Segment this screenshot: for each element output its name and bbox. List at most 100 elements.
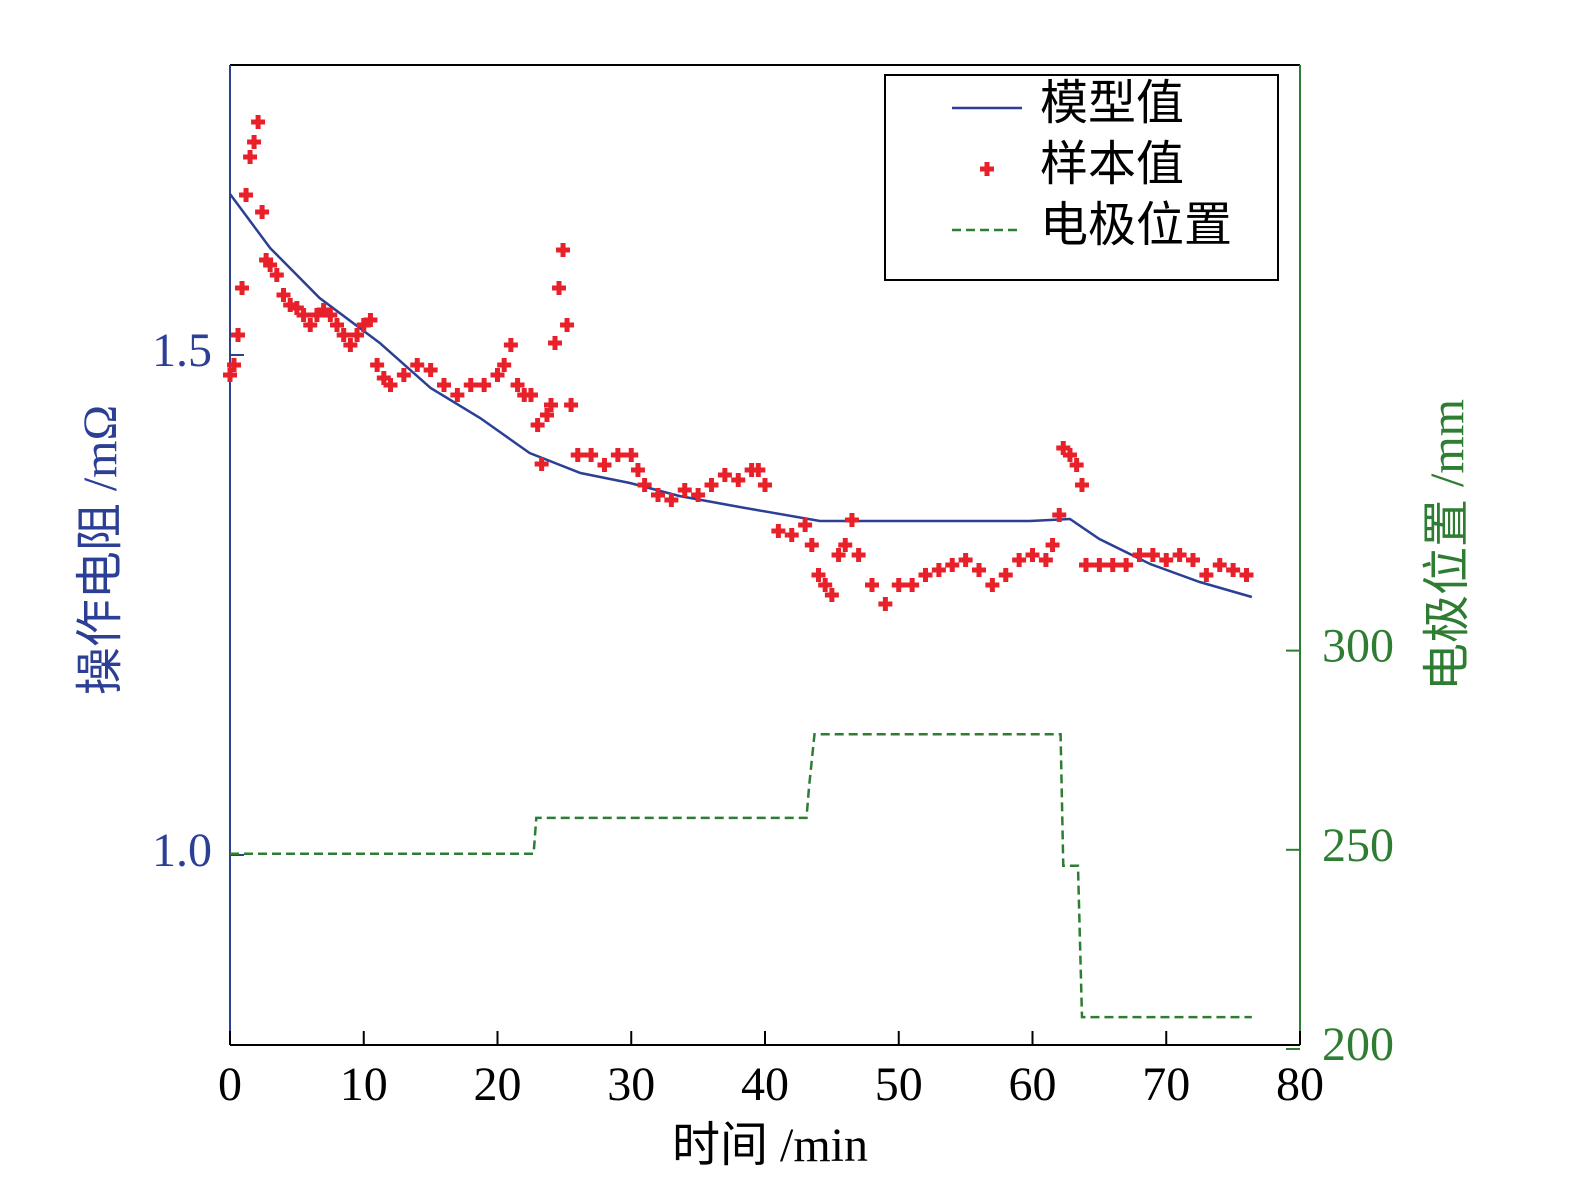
legend-label: 样本值 bbox=[1040, 138, 1184, 191]
scatter-point bbox=[227, 358, 242, 372]
y2-axis-label: 电极位置 /mm bbox=[1421, 399, 1474, 691]
scatter-point bbox=[336, 328, 351, 342]
scatter-point bbox=[523, 388, 538, 402]
scatter-point bbox=[1145, 548, 1160, 562]
scatter-point bbox=[891, 578, 906, 592]
scatter-point bbox=[450, 388, 465, 402]
scatter-point bbox=[758, 478, 772, 492]
scatter-point bbox=[477, 378, 492, 392]
scatter-point bbox=[410, 358, 425, 372]
scatter-point bbox=[1132, 548, 1147, 562]
scatter-point bbox=[323, 308, 338, 322]
scatter-point bbox=[423, 363, 438, 377]
scatter-point bbox=[751, 463, 766, 477]
y-axis-label: 操作电阻 /mΩ bbox=[74, 405, 127, 695]
scatter-point bbox=[651, 488, 665, 502]
y-tick-label: 1.5 bbox=[152, 324, 212, 377]
scatter-point bbox=[844, 513, 859, 527]
x-axis-label: 时间 /min bbox=[672, 1119, 868, 1172]
scatter-point bbox=[383, 378, 398, 392]
scatter-point bbox=[771, 524, 786, 538]
scatter-point bbox=[945, 558, 960, 572]
scatter-point bbox=[704, 478, 719, 492]
x-tick-label: 10 bbox=[340, 1058, 388, 1111]
scatter-point bbox=[548, 336, 563, 350]
scatter-point bbox=[235, 281, 250, 295]
scatter-point bbox=[931, 563, 946, 577]
scatter-point bbox=[552, 281, 567, 295]
scatter-point bbox=[1092, 558, 1107, 572]
scatter-point bbox=[396, 368, 411, 382]
scatter-point bbox=[497, 358, 512, 372]
legend-swatch bbox=[980, 162, 994, 176]
scatter-point bbox=[851, 548, 866, 562]
scatter-point bbox=[251, 115, 266, 129]
legend-label: 电极位置 bbox=[1040, 199, 1232, 252]
scatter-point bbox=[1069, 458, 1084, 472]
x-tick-label: 60 bbox=[1009, 1058, 1057, 1111]
scatter-point bbox=[804, 538, 819, 552]
scatter-point bbox=[717, 468, 732, 482]
scatter-point bbox=[1119, 558, 1134, 572]
scatter-point bbox=[691, 488, 706, 502]
scatter-point bbox=[463, 378, 478, 392]
scatter-point bbox=[303, 318, 318, 332]
scatter-point bbox=[223, 368, 237, 382]
scatter-point bbox=[263, 258, 278, 272]
scatter-point bbox=[1172, 548, 1187, 562]
scatter-point bbox=[231, 328, 246, 342]
scatter-point bbox=[276, 288, 291, 302]
scatter-point bbox=[664, 493, 679, 507]
legend-box bbox=[884, 74, 1279, 281]
scatter-point bbox=[831, 548, 846, 562]
x-tick-label: 0 bbox=[218, 1058, 242, 1111]
scatter-point bbox=[570, 448, 585, 462]
y2-tick-label: 250 bbox=[1322, 819, 1394, 872]
legend-label: 模型值 bbox=[1040, 77, 1184, 130]
scatter-point bbox=[239, 188, 254, 202]
scatter-point bbox=[247, 135, 262, 149]
x-tick-label: 50 bbox=[875, 1058, 923, 1111]
scatter-point bbox=[878, 597, 893, 611]
scatter-point bbox=[503, 338, 518, 352]
scatter-point bbox=[637, 478, 652, 492]
y2-tick-label: 300 bbox=[1322, 620, 1394, 673]
scatter-point bbox=[865, 578, 879, 592]
scatter-point bbox=[918, 568, 933, 582]
x-tick-label: 40 bbox=[741, 1058, 789, 1111]
scatter-point bbox=[296, 308, 311, 322]
scatter-point bbox=[530, 418, 545, 432]
scatter-point bbox=[1038, 553, 1053, 567]
scatter-point bbox=[510, 378, 525, 392]
line bbox=[228, 193, 1253, 599]
y-tick-label: 1.0 bbox=[152, 824, 212, 877]
scatter-point bbox=[1074, 478, 1089, 492]
scatter-point bbox=[824, 588, 839, 602]
scatter-point bbox=[1012, 553, 1027, 567]
scatter-point bbox=[610, 448, 625, 462]
scatter-point bbox=[269, 268, 284, 282]
scatter-point bbox=[437, 378, 451, 392]
scatter-point bbox=[597, 458, 612, 472]
scatter-point bbox=[343, 338, 358, 352]
scatter-point bbox=[1045, 538, 1060, 552]
x-tick-label: 30 bbox=[607, 1058, 655, 1111]
scatter-point bbox=[363, 313, 378, 327]
scatter-point bbox=[998, 568, 1013, 582]
scatter-point bbox=[798, 518, 813, 532]
scatter-point bbox=[811, 568, 826, 582]
scatter-point bbox=[1105, 558, 1120, 572]
y2-tick-label: 200 bbox=[1322, 1018, 1394, 1071]
scatter-point bbox=[1062, 448, 1077, 462]
scatter-point bbox=[1239, 568, 1254, 582]
scatter-point bbox=[1226, 563, 1241, 577]
scatter-point bbox=[630, 463, 645, 477]
scatter-point bbox=[243, 150, 258, 164]
x-tick-label: 20 bbox=[474, 1058, 522, 1111]
scatter-point bbox=[534, 457, 549, 471]
scatter-point bbox=[539, 408, 554, 422]
scatter-point bbox=[905, 578, 920, 592]
scatter-point bbox=[370, 358, 385, 372]
scatter-point bbox=[1212, 558, 1227, 572]
